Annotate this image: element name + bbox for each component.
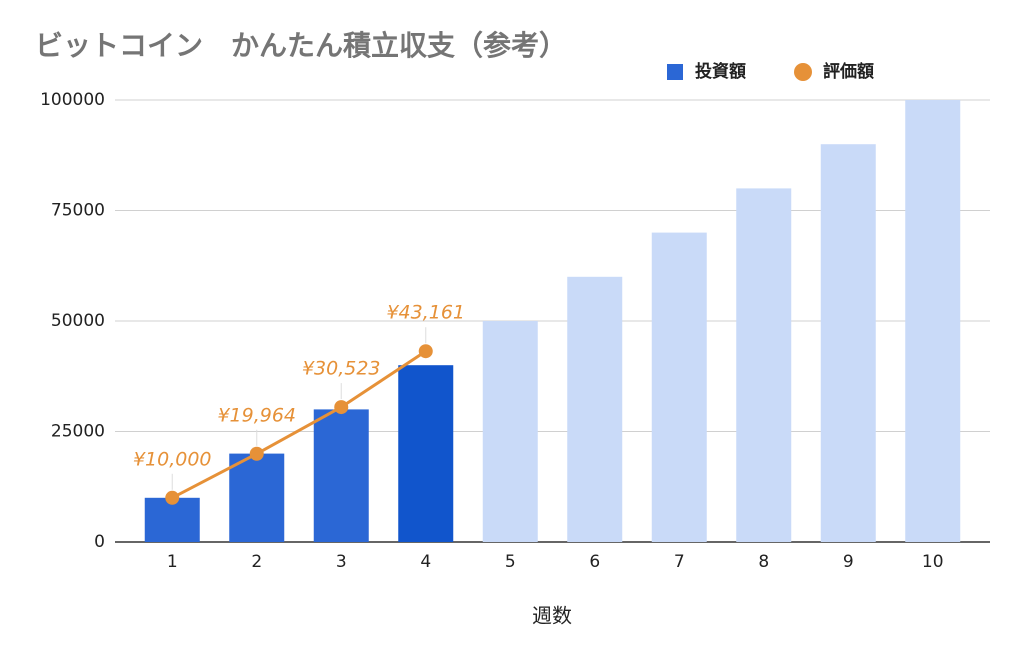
point — [334, 400, 349, 415]
bar — [651, 232, 707, 542]
data-label: ¥30,523 — [302, 358, 381, 380]
bar — [736, 188, 792, 542]
x-axis-title: 週数 — [532, 604, 572, 628]
line — [171, 349, 427, 500]
data-label: ¥19,964 — [217, 404, 296, 426]
bar — [144, 497, 200, 542]
x-tick-label: 8 — [758, 552, 769, 572]
x-tick-label: 3 — [336, 552, 347, 572]
bar — [229, 453, 285, 542]
chart-title: ビットコイン かんたん積立収支（参考） — [35, 29, 567, 62]
x-tick-label: 1 — [167, 552, 178, 572]
data-label: ¥10,000 — [133, 448, 212, 470]
bar — [313, 409, 369, 542]
legend-label: 投資額 — [695, 61, 746, 82]
y-tick-label: 50000 — [51, 311, 105, 331]
legend-label: 評価額 — [823, 61, 874, 82]
bar — [482, 321, 538, 542]
y-tick-label: 25000 — [51, 422, 105, 442]
legend-swatch — [667, 64, 683, 80]
y-tick-label: 100000 — [40, 90, 105, 110]
x-tick-label: 10 — [922, 552, 944, 572]
point — [418, 344, 433, 359]
data-label: ¥43,161 — [386, 302, 465, 324]
bar — [567, 276, 623, 542]
y-tick-label: 75000 — [51, 201, 105, 221]
x-tick-label: 7 — [674, 552, 685, 572]
point — [165, 490, 180, 505]
x-tick-label: 2 — [251, 552, 262, 572]
x-tick-label: 5 — [505, 552, 516, 572]
bar — [905, 100, 961, 542]
point — [249, 446, 264, 461]
x-tick-label: 9 — [843, 552, 854, 572]
bar — [398, 365, 454, 542]
y-tick-label: 0 — [94, 532, 105, 552]
bar — [820, 144, 876, 542]
x-tick-label: 6 — [589, 552, 600, 572]
legend-swatch — [794, 63, 812, 81]
x-tick-label: 4 — [420, 552, 431, 572]
